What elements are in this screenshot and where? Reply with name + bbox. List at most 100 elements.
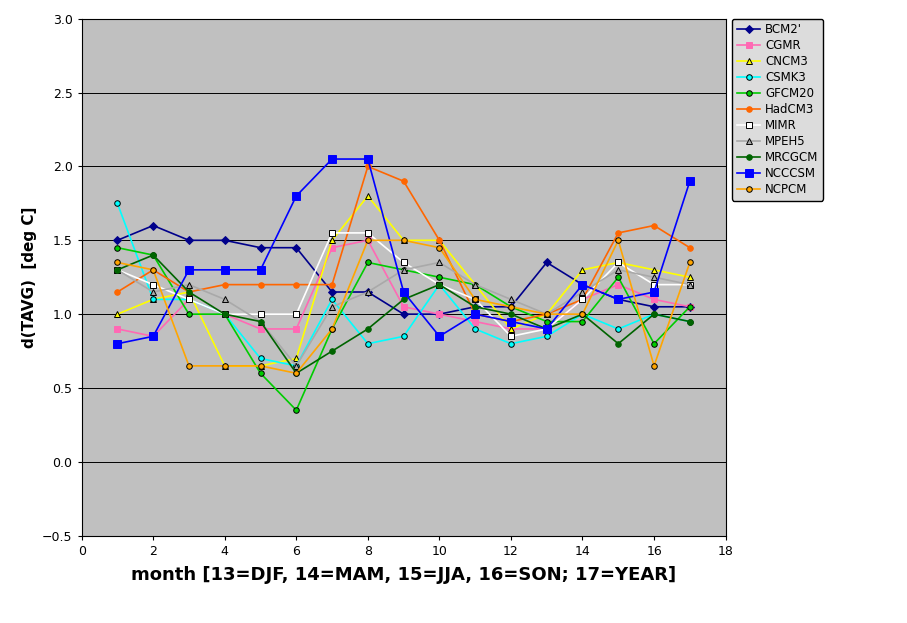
HadCM3 (255, 281, 266, 288)
BCM2' (434, 310, 444, 318)
NCCCSM (470, 310, 481, 318)
HadCM3 (219, 281, 230, 288)
MIMR (541, 325, 552, 333)
NCCCSM (434, 333, 444, 340)
Line: CSMK3: CSMK3 (114, 201, 693, 369)
NCCCSM (183, 266, 194, 273)
CSMK3 (613, 325, 624, 333)
MRCGCM (112, 266, 122, 273)
CGMR (219, 310, 230, 318)
NCPCM (219, 362, 230, 369)
MIMR (183, 296, 194, 303)
Line: MPEH5: MPEH5 (114, 259, 693, 369)
MPEH5 (685, 281, 696, 288)
CGMR (434, 310, 444, 318)
CSMK3 (327, 296, 337, 303)
Legend: BCM2', CGMR, CNCM3, CSMK3, GFCM20, HadCM3, MIMR, MPEH5, MRCGCM, NCCCSM, NCPCM: BCM2', CGMR, CNCM3, CSMK3, GFCM20, HadCM… (732, 19, 824, 201)
CNCM3 (255, 362, 266, 369)
HadCM3 (398, 178, 409, 185)
CNCM3 (183, 288, 194, 296)
GFCM20 (434, 273, 444, 281)
CSMK3 (470, 325, 481, 333)
BCM2' (649, 303, 659, 310)
MIMR (649, 281, 659, 288)
MPEH5 (577, 288, 588, 296)
MPEH5 (291, 362, 302, 369)
BCM2' (219, 237, 230, 244)
NCPCM (291, 369, 302, 377)
MRCGCM (470, 303, 481, 310)
GFCM20 (148, 251, 159, 259)
HadCM3 (470, 310, 481, 318)
Line: BCM2': BCM2' (114, 223, 693, 317)
Line: CGMR: CGMR (114, 237, 693, 339)
Line: NCPCM: NCPCM (114, 237, 693, 376)
HadCM3 (685, 244, 696, 252)
GFCM20 (470, 281, 481, 288)
NCPCM (255, 362, 266, 369)
MRCGCM (255, 318, 266, 325)
MPEH5 (398, 266, 409, 273)
MRCGCM (183, 288, 194, 296)
MPEH5 (219, 296, 230, 303)
MRCGCM (541, 325, 552, 333)
Line: GFCM20: GFCM20 (114, 245, 693, 413)
CSMK3 (685, 318, 696, 325)
CGMR (685, 303, 696, 310)
BCM2' (327, 288, 337, 296)
CGMR (183, 296, 194, 303)
MPEH5 (148, 288, 159, 296)
BCM2' (505, 303, 516, 310)
MRCGCM (148, 251, 159, 259)
NCPCM (613, 237, 624, 244)
CGMR (112, 325, 122, 333)
MIMR (505, 333, 516, 340)
HadCM3 (291, 281, 302, 288)
CNCM3 (434, 237, 444, 244)
Line: HadCM3: HadCM3 (114, 164, 693, 325)
GFCM20 (541, 318, 552, 325)
GFCM20 (649, 340, 659, 348)
HadCM3 (434, 237, 444, 244)
HadCM3 (649, 222, 659, 229)
BCM2' (613, 296, 624, 303)
MPEH5 (434, 259, 444, 266)
CNCM3 (505, 325, 516, 333)
CGMR (148, 333, 159, 340)
MRCGCM (685, 318, 696, 325)
Line: MRCGCM: MRCGCM (114, 252, 693, 376)
MIMR (363, 229, 374, 237)
NCCCSM (148, 333, 159, 340)
CGMR (291, 325, 302, 333)
MIMR (148, 281, 159, 288)
MIMR (219, 310, 230, 318)
MRCGCM (649, 310, 659, 318)
NCPCM (148, 266, 159, 273)
CNCM3 (649, 266, 659, 273)
CGMR (577, 296, 588, 303)
BCM2' (148, 222, 159, 229)
CNCM3 (470, 281, 481, 288)
NCCCSM (541, 325, 552, 333)
NCCCSM (398, 288, 409, 296)
CNCM3 (541, 310, 552, 318)
CNCM3 (148, 296, 159, 303)
CNCM3 (363, 193, 374, 200)
CNCM3 (613, 259, 624, 266)
Line: NCCCSM: NCCCSM (113, 155, 694, 348)
HadCM3 (183, 288, 194, 296)
GFCM20 (183, 310, 194, 318)
NCCCSM (577, 281, 588, 288)
BCM2' (112, 237, 122, 244)
NCCCSM (363, 155, 374, 163)
MIMR (470, 296, 481, 303)
HadCM3 (148, 266, 159, 273)
BCM2' (577, 281, 588, 288)
HadCM3 (613, 229, 624, 237)
MIMR (398, 259, 409, 266)
CGMR (649, 296, 659, 303)
GFCM20 (112, 244, 122, 252)
NCPCM (398, 237, 409, 244)
CSMK3 (363, 340, 374, 348)
GFCM20 (398, 266, 409, 273)
